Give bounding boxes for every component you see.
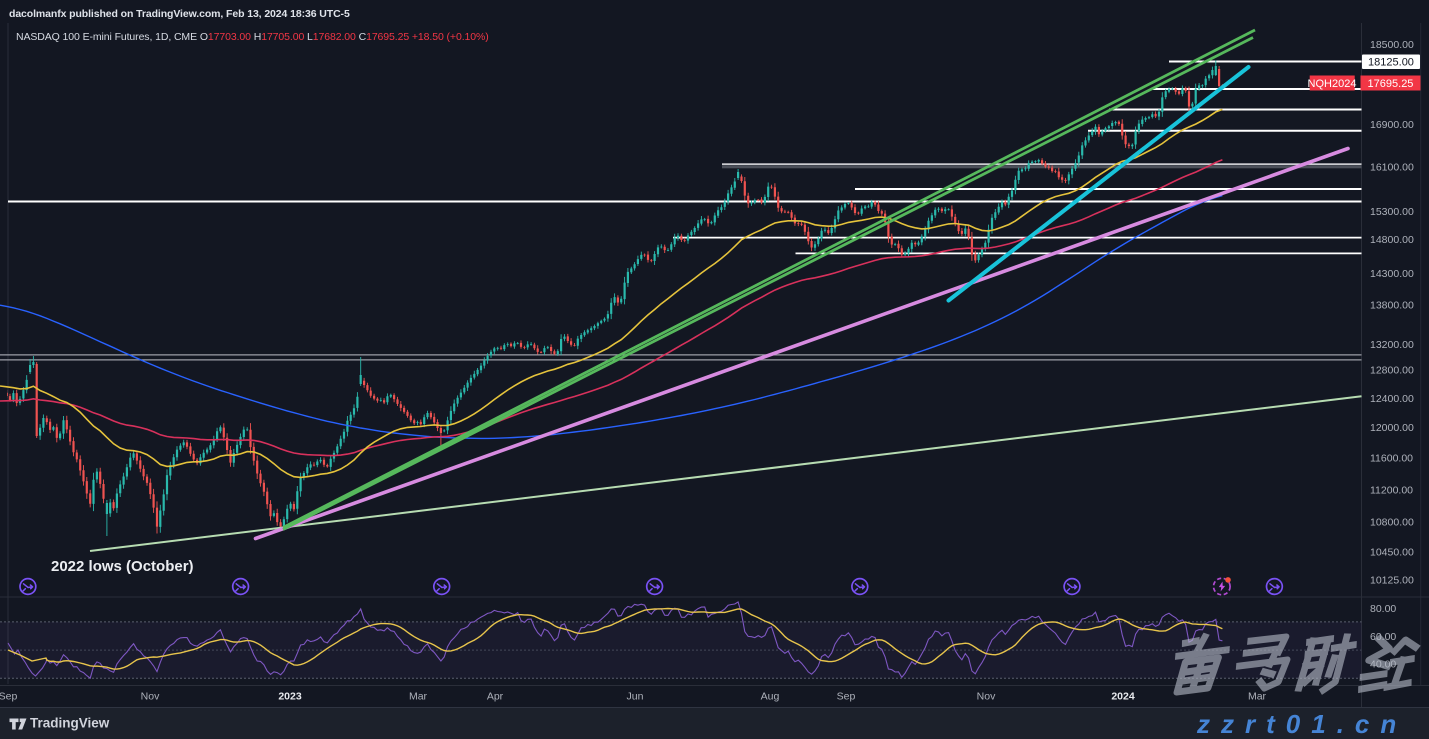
svg-text:Mar: Mar xyxy=(409,691,428,703)
svg-text:13800.00: 13800.00 xyxy=(1370,300,1414,312)
svg-text:10800.00: 10800.00 xyxy=(1370,517,1414,529)
svg-text:dacolmanfx published on Tradin: dacolmanfx published on TradingView.com,… xyxy=(9,8,350,20)
svg-text:11200.00: 11200.00 xyxy=(1370,485,1413,497)
svg-text:Apr: Apr xyxy=(487,691,504,703)
svg-text:NQH2024: NQH2024 xyxy=(1308,78,1357,90)
svg-text:TradingView: TradingView xyxy=(30,716,110,731)
svg-text:16100.00: 16100.00 xyxy=(1370,162,1414,174)
svg-text:Sep: Sep xyxy=(837,691,856,703)
svg-text:Nov: Nov xyxy=(977,691,996,703)
svg-text:15300.00: 15300.00 xyxy=(1370,206,1414,218)
svg-text:14300.00: 14300.00 xyxy=(1370,268,1414,280)
svg-text:2022 lows (October): 2022 lows (October) xyxy=(51,558,194,575)
svg-text:Sep: Sep xyxy=(0,691,17,703)
svg-text:80.00: 80.00 xyxy=(1370,603,1396,615)
svg-text:16900.00: 16900.00 xyxy=(1370,119,1414,131)
svg-text:Aug: Aug xyxy=(761,691,780,703)
svg-text:Nov: Nov xyxy=(141,691,160,703)
svg-text:zzrt01.cn: zzrt01.cn xyxy=(1196,709,1407,739)
svg-text:NASDAQ 100 E-mini Futures, 1D,: NASDAQ 100 E-mini Futures, 1D, CME O1770… xyxy=(16,31,489,43)
svg-text:10125.00: 10125.00 xyxy=(1370,575,1414,587)
svg-text:12800.00: 12800.00 xyxy=(1370,365,1414,377)
svg-text:2024: 2024 xyxy=(1111,691,1135,703)
svg-text:10450.00: 10450.00 xyxy=(1370,547,1414,559)
svg-text:11600.00: 11600.00 xyxy=(1370,453,1413,465)
svg-text:17695.25: 17695.25 xyxy=(1368,78,1414,90)
svg-text:Jun: Jun xyxy=(627,691,644,703)
svg-text:Mar: Mar xyxy=(1248,691,1267,703)
svg-text:13200.00: 13200.00 xyxy=(1370,339,1414,351)
svg-text:12000.00: 12000.00 xyxy=(1370,422,1414,434)
svg-text:12400.00: 12400.00 xyxy=(1370,393,1414,405)
svg-text:18125.00: 18125.00 xyxy=(1368,57,1414,69)
svg-text:14800.00: 14800.00 xyxy=(1370,234,1414,246)
svg-text:18500.00: 18500.00 xyxy=(1370,39,1414,51)
svg-text:2023: 2023 xyxy=(278,691,302,703)
